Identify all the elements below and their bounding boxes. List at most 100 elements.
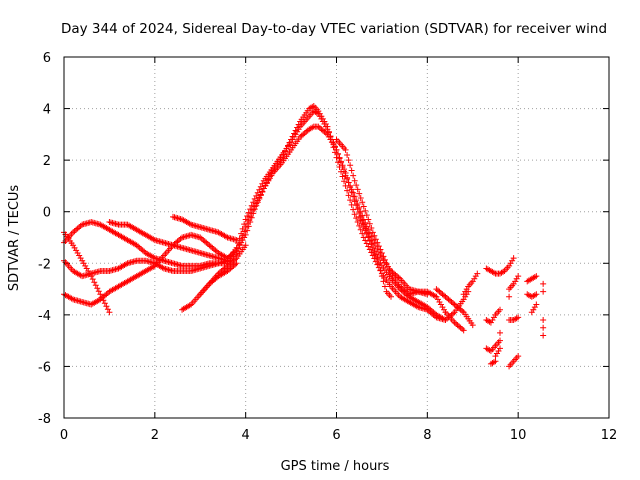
data-point [350, 172, 357, 179]
data-point [341, 166, 348, 173]
x-tick-label: 6 [332, 428, 340, 443]
y-tick-label: 6 [43, 51, 51, 66]
data-point [362, 207, 369, 214]
y-tick-label: 0 [43, 206, 51, 221]
data-point [362, 227, 369, 234]
data-point [331, 149, 338, 156]
data-point [497, 345, 503, 352]
series-track-22 [540, 280, 547, 339]
data-point [283, 145, 290, 152]
data-point [242, 231, 249, 238]
chart-title: Day 344 of 2024, Sidereal Day-to-day VTE… [61, 21, 607, 37]
series-track-8 [197, 242, 249, 298]
data-point [285, 142, 292, 149]
data-point [363, 212, 370, 219]
data-point [103, 303, 110, 310]
data-point [242, 224, 249, 231]
data-point [388, 293, 394, 300]
data-point [250, 210, 257, 217]
data-point [335, 150, 342, 157]
data-point [497, 329, 503, 336]
data-point [253, 202, 260, 209]
data-point [497, 337, 503, 344]
series-track-13 [483, 255, 517, 277]
data-point [375, 243, 382, 250]
data-point [540, 280, 547, 287]
data-point [368, 241, 375, 248]
data-point [374, 255, 381, 262]
data-point [92, 282, 99, 289]
data-point [359, 220, 366, 227]
data-point [241, 221, 248, 228]
data-point [351, 211, 358, 218]
data-point [91, 279, 98, 286]
data-point [101, 300, 108, 307]
data-point [339, 173, 346, 180]
data-point [357, 217, 364, 224]
y-tick-label: 4 [43, 103, 51, 118]
data-point [224, 257, 231, 264]
data-point [344, 187, 351, 194]
series-track-5 [106, 219, 231, 264]
data-point [474, 270, 481, 277]
series-track-12 [460, 270, 481, 298]
data-point [248, 214, 255, 221]
data-point [366, 246, 373, 253]
data-point [336, 164, 343, 171]
data-point [335, 159, 342, 166]
data-point [540, 317, 547, 324]
data-point [372, 251, 379, 258]
data-point [262, 182, 269, 189]
data-point [247, 219, 254, 226]
y-axis-label: SDTVAR / TECUs [7, 185, 22, 292]
data-point [377, 246, 384, 253]
data-point [369, 229, 376, 236]
data-point [245, 209, 252, 216]
series-track-11 [433, 286, 476, 329]
data-point [363, 240, 370, 247]
data-point [366, 237, 373, 244]
data-point [540, 332, 547, 339]
data-point [380, 278, 387, 285]
series-track-19 [506, 353, 522, 370]
data-point [469, 322, 476, 329]
data-point [372, 236, 379, 243]
series-track-15 [483, 329, 503, 354]
data-point [515, 273, 522, 280]
data-point [356, 213, 363, 220]
data-point [359, 199, 366, 206]
data-point [381, 256, 388, 263]
data-point [268, 170, 275, 177]
series-track-10 [356, 213, 394, 300]
y-tick-label: -8 [38, 412, 51, 427]
data-point [254, 189, 261, 196]
data-point [381, 283, 388, 290]
data-point [280, 151, 287, 158]
data-point [368, 249, 375, 256]
data-point [88, 273, 95, 280]
data-point [365, 243, 372, 250]
data-point [515, 314, 522, 321]
plot-frame [63, 56, 610, 419]
series-track-4 [61, 229, 113, 316]
data-point [342, 170, 349, 177]
series-track-20 [524, 273, 540, 285]
data-point [324, 123, 331, 130]
data-point [366, 230, 373, 237]
data-point [106, 309, 113, 316]
y-tick-label: -6 [38, 360, 51, 375]
data-point [540, 288, 547, 295]
data-point [369, 252, 376, 259]
data-point [360, 203, 367, 210]
data-point [338, 158, 345, 165]
data-point [260, 185, 267, 192]
data-point [371, 232, 378, 239]
data-point [497, 306, 503, 313]
data-point [325, 128, 332, 135]
data-point [330, 144, 337, 151]
y-tick-label: -4 [38, 309, 51, 324]
data-point [339, 162, 346, 169]
series-track-21 [524, 291, 540, 316]
data-point [369, 244, 376, 251]
